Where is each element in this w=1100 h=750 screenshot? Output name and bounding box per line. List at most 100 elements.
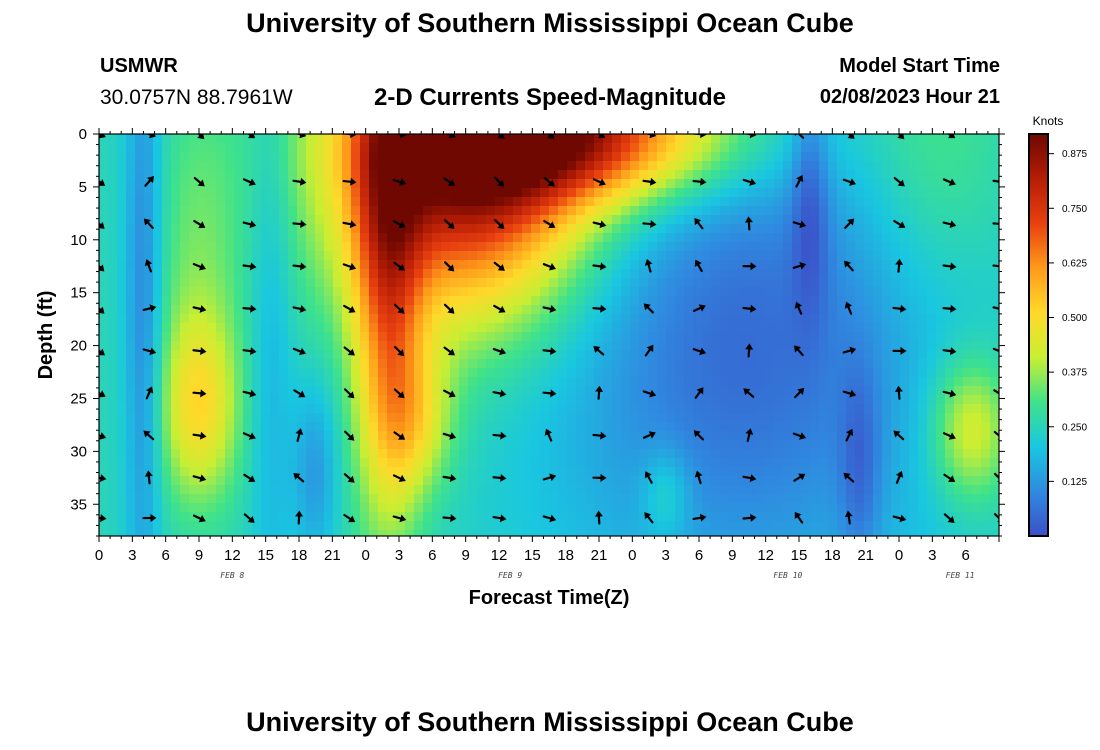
- heatmap-cell: [378, 143, 388, 153]
- heatmap-cell: [972, 314, 982, 324]
- heatmap-cell: [648, 197, 658, 207]
- heatmap-cell: [639, 413, 649, 423]
- heatmap-cell: [684, 512, 694, 522]
- heatmap-cell: [306, 206, 316, 216]
- heatmap-cell: [459, 251, 469, 261]
- heatmap-cell: [801, 530, 811, 536]
- heatmap-cell: [261, 503, 271, 513]
- heatmap-cell: [639, 296, 649, 306]
- heatmap-cell: [432, 269, 442, 279]
- heatmap-cell: [252, 332, 262, 342]
- current-arrow: [342, 262, 357, 271]
- heatmap-cell: [684, 314, 694, 324]
- heatmap-cell: [612, 350, 622, 360]
- heatmap-cell: [675, 278, 685, 288]
- heatmap-cell: [432, 449, 442, 459]
- heatmap-cell: [648, 305, 658, 315]
- heatmap-cell: [900, 143, 910, 153]
- heatmap-cell: [675, 287, 685, 297]
- heatmap-cell: [450, 224, 460, 234]
- heatmap-cell: [468, 449, 478, 459]
- current-arrow: [442, 514, 457, 523]
- heatmap-cell: [738, 485, 748, 495]
- heatmap-cell: [252, 224, 262, 234]
- heatmap-cell: [720, 269, 730, 279]
- heatmap-cell: [549, 314, 559, 324]
- heatmap-cell: [918, 314, 928, 324]
- heatmap-cell: [198, 458, 208, 468]
- heatmap-cell: [486, 431, 496, 441]
- heatmap-cell: [171, 197, 181, 207]
- heatmap-cell: [738, 368, 748, 378]
- heatmap-cell: [486, 359, 496, 369]
- heatmap-cell: [306, 422, 316, 432]
- heatmap-cell: [513, 197, 523, 207]
- heatmap-cell: [495, 224, 505, 234]
- heatmap-cell: [639, 377, 649, 387]
- heatmap-cell: [945, 359, 955, 369]
- heatmap-cell: [990, 161, 999, 171]
- heatmap-cell: [630, 494, 640, 504]
- heatmap-cell: [621, 422, 631, 432]
- heatmap-cell: [666, 143, 676, 153]
- heatmap-cell: [468, 170, 478, 180]
- heatmap-cell: [171, 404, 181, 414]
- heatmap-cell: [738, 323, 748, 333]
- heatmap-cell: [963, 188, 973, 198]
- heatmap-cell: [639, 269, 649, 279]
- heatmap-cell: [612, 485, 622, 495]
- heatmap-cell: [981, 323, 991, 333]
- heatmap-cell: [432, 440, 442, 450]
- heatmap-cell: [531, 134, 541, 144]
- heatmap-cell: [459, 242, 469, 252]
- heatmap-cell: [117, 188, 127, 198]
- heatmap-cell: [927, 422, 937, 432]
- heatmap-cell: [171, 341, 181, 351]
- heatmap-cell: [594, 224, 604, 234]
- heatmap-cell: [648, 512, 658, 522]
- heatmap-cell: [936, 512, 946, 522]
- heatmap-cell: [621, 359, 631, 369]
- heatmap-cell: [837, 422, 847, 432]
- heatmap-cell: [963, 395, 973, 405]
- heatmap-cell: [846, 152, 856, 162]
- heatmap-cell: [468, 377, 478, 387]
- heatmap-cell: [432, 467, 442, 477]
- heatmap-cell: [117, 404, 127, 414]
- heatmap-cell: [369, 269, 379, 279]
- heatmap-cell: [774, 404, 784, 414]
- heatmap-cell: [819, 422, 829, 432]
- heatmap-cell: [981, 143, 991, 153]
- heatmap-cell: [243, 350, 253, 360]
- heatmap-cell: [729, 197, 739, 207]
- current-arrow: [542, 514, 557, 523]
- heatmap-cell: [468, 512, 478, 522]
- heatmap-cell: [243, 323, 253, 333]
- heatmap-cell: [837, 458, 847, 468]
- heatmap-cell: [828, 431, 838, 441]
- heatmap-cell: [225, 170, 235, 180]
- heatmap-cell: [783, 431, 793, 441]
- heatmap-cell: [981, 485, 991, 495]
- colorbar-tick-label: 0.250: [1062, 422, 1087, 433]
- y-axis-title: Depth (ft): [35, 291, 57, 380]
- heatmap-cell: [594, 143, 604, 153]
- heatmap-cell: [900, 467, 910, 477]
- heatmap-cell: [288, 143, 298, 153]
- heatmap-cell: [621, 476, 631, 486]
- heatmap-cell: [981, 179, 991, 189]
- heatmap-cell: [621, 224, 631, 234]
- heatmap-cell: [513, 476, 523, 486]
- heatmap-cell: [297, 485, 307, 495]
- heatmap-cell: [135, 179, 145, 189]
- heatmap-cell: [909, 242, 919, 252]
- heatmap-cell: [945, 314, 955, 324]
- heatmap-cell: [639, 224, 649, 234]
- heatmap-cell: [981, 521, 991, 531]
- heatmap-cell: [846, 386, 856, 396]
- heatmap-cell: [99, 440, 109, 450]
- heatmap-cell: [720, 440, 730, 450]
- heatmap-cell: [360, 305, 370, 315]
- heatmap-cell: [981, 305, 991, 315]
- heatmap-cell: [378, 368, 388, 378]
